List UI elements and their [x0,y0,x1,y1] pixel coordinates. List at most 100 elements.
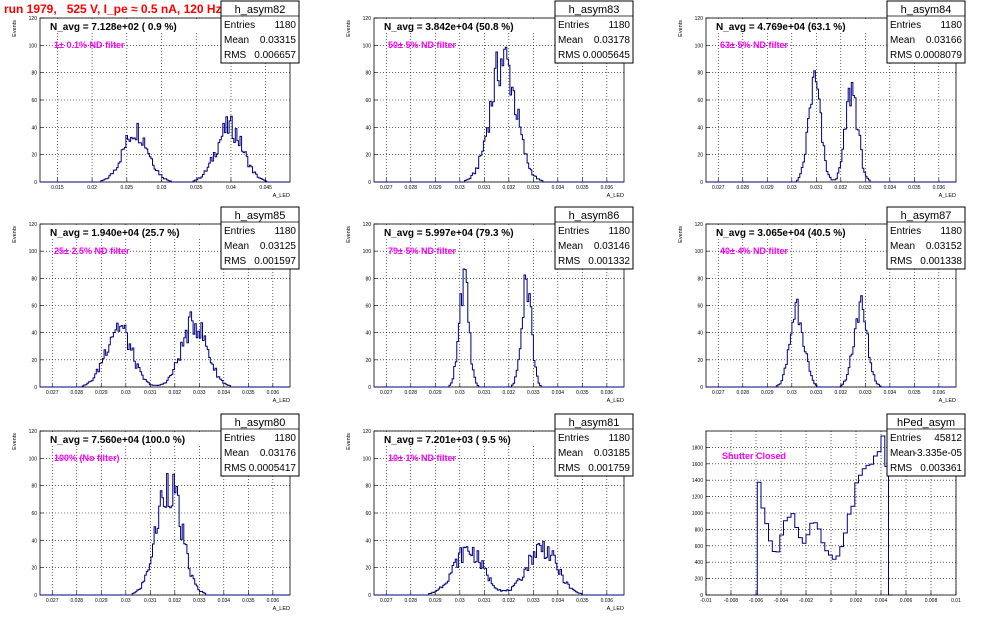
x-axis-label: A_LED [939,193,956,199]
x-tick-label: 0.03 [157,185,167,191]
stats-entries-value: 1180 [274,433,296,444]
x-tick-label: 0.035 [242,598,255,604]
x-tick-label: 0.036 [601,390,614,396]
stats-box [886,206,966,270]
stats-mean-value: -3.335e-05 [914,448,963,459]
y-tick-label: 120 [363,16,372,22]
y-tick-label: 20 [31,153,37,159]
x-tick-label: 0.03 [121,598,131,604]
x-tick-label: 0.04 [226,185,236,191]
x-tick-label: 0.033 [527,185,540,191]
stats-box [554,413,634,477]
x-tick-label: 0.036 [933,390,946,396]
x-tick-label: 0.027 [46,598,59,604]
stats-rms-value: 0.001338 [920,256,962,267]
y-tick-label: 60 [31,511,37,517]
y-tick-label: 0 [34,180,37,186]
y-tick-label: 400 [695,560,704,566]
histogram-series [706,295,956,388]
x-tick-label: 0.027 [46,390,59,396]
x-tick-label: 0.035 [576,390,589,396]
y-tick-label: 100 [363,456,372,462]
stats-box [220,0,300,64]
title-box [707,225,877,239]
x-tick-label: 0.035 [190,185,203,191]
stats-entries-value: 45812 [934,433,962,444]
stats-box [220,206,300,270]
x-tick-label: 0.031 [810,185,823,191]
title-box [375,225,545,239]
x-tick-label: 0.028 [405,185,418,191]
y-tick-label: 40 [697,331,703,337]
histogram-h_asym84: 0.027 0.028 0.029 0.03 0.031 0.032 0.033 0.034 0… [678,0,966,199]
y-tick-label: 80 [697,276,703,282]
stats-box [554,0,634,64]
stats-box [220,413,300,477]
stats-rms-value: 0.001597 [254,256,296,267]
x-tick-label: 0.034 [218,390,231,396]
x-tick-label: 0.03 [121,390,131,396]
x-tick-label: 0.031 [478,390,491,396]
y-tick-label: 120 [695,16,704,22]
x-tick-label: 0.032 [835,390,848,396]
x-tick-label: 0.031 [478,185,491,191]
filter-annotation: 79± 5% ND filter [388,246,456,256]
y-tick-label: 0 [368,593,371,599]
stats-rms-value: 0.001332 [588,256,630,267]
y-tick-label: 60 [31,304,37,310]
histogram-series [40,473,290,596]
stats-histogram-name: h_asym81 [569,417,620,429]
x-tick-label: 0.036 [267,598,280,604]
x-tick-label: 0.028 [737,390,750,396]
stats-entries-label: Entries [558,433,589,444]
x-tick-label: 0.036 [601,185,614,191]
stats-mean-value: 0.03176 [260,448,297,459]
y-tick-label: 120 [29,429,38,435]
x-tick-label: 0.034 [218,598,231,604]
y-tick-label: 1200 [692,495,703,501]
y-axis-label: Events [678,226,684,243]
x-tick-label: 0.045 [259,185,272,191]
y-tick-label: 40 [365,125,371,131]
stats-mean-value: 0.03146 [594,241,631,252]
x-axis-label: A_LED [273,606,290,612]
x-tick-label: 0.008 [925,598,938,604]
stats-rms-label: RMS [890,256,913,267]
x-tick-label: 0.033 [193,598,206,604]
y-tick-label: 800 [695,527,704,533]
histogram-h_asym86: 0.027 0.028 0.029 0.03 0.031 0.032 0.033 0.034 0… [346,206,634,404]
y-tick-label: 120 [29,222,38,228]
x-tick-label: 0.03 [455,390,465,396]
y-tick-label: 0 [34,593,37,599]
stats-histogram-name: hPed_asym [897,417,955,429]
filter-annotation: 1± 0.1% ND filter [54,40,125,50]
y-tick-label: 100 [363,43,372,49]
x-tick-label: 0.034 [884,390,897,396]
histogram-series [374,540,624,596]
x-tick-label: -0.002 [799,598,813,604]
x-axis-label: A_LED [607,398,624,404]
stats-histogram-name: h_asym84 [901,4,952,16]
x-tick-label: -0.004 [774,598,788,604]
histogram-h_asym85: 0.027 0.028 0.029 0.03 0.031 0.032 0.033 0.034 0… [12,206,300,404]
stats-entries-label: Entries [224,20,255,31]
x-tick-label: 0.03 [455,185,465,191]
y-tick-label: 60 [31,98,37,104]
x-tick-label: 0.036 [933,185,946,191]
x-tick-label: 0.028 [71,390,84,396]
x-tick-label: 0.032 [503,390,516,396]
y-tick-label: 100 [29,43,38,49]
x-axis-label: A_LED [273,398,290,404]
stats-rms-value: 0.0005417 [249,463,297,474]
x-axis-label: A_LED [607,606,624,612]
title-box [707,19,877,33]
x-tick-label: 0.036 [267,390,280,396]
stats-histogram-name: h_asym86 [569,210,620,222]
histogram-h_asym81: 0.027 0.028 0.029 0.03 0.031 0.032 0.033 0.034 0… [346,413,634,612]
filter-annotation: 100% (No filter) [54,453,120,463]
y-tick-label: 40 [31,125,37,131]
stats-entries-value: 1180 [940,20,962,31]
stats-box [554,206,634,270]
filter-annotation: 25± 2.5% ND filter [54,246,130,256]
